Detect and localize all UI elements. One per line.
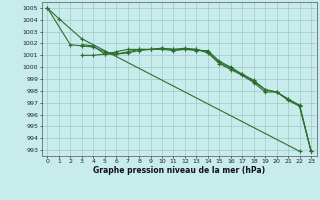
X-axis label: Graphe pression niveau de la mer (hPa): Graphe pression niveau de la mer (hPa) bbox=[93, 166, 265, 175]
